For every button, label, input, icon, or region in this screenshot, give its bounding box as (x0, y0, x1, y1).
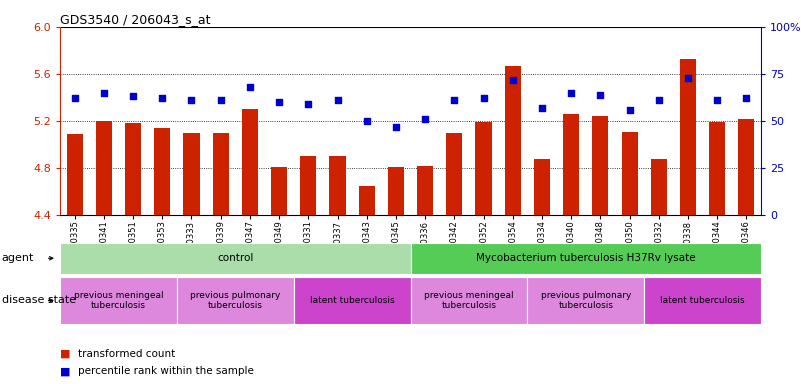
Point (98, 90, 111, 96)
Text: ■: ■ (60, 366, 70, 376)
Bar (242, 109, 258, 215)
Point (652, 97, 665, 103)
Point (594, 91, 606, 98)
Text: ■: ■ (60, 349, 70, 359)
Bar (410, 243, 761, 274)
Bar (410, 277, 527, 323)
Point (185, 97, 198, 103)
Bar (527, 277, 644, 323)
Point (360, 118, 373, 124)
Bar (592, 116, 609, 215)
Point (331, 97, 344, 103)
Bar (476, 122, 492, 215)
Text: GDS3540 / 206043_s_at: GDS3540 / 206043_s_at (60, 13, 211, 26)
Bar (66, 134, 83, 215)
Text: previous meningeal
tuberculosis: previous meningeal tuberculosis (424, 291, 513, 310)
Bar (388, 167, 404, 215)
Point (506, 76, 519, 83)
Bar (271, 167, 287, 215)
Bar (644, 277, 761, 323)
Bar (183, 133, 199, 215)
Point (244, 84, 256, 90)
Bar (212, 133, 229, 215)
Bar (60, 277, 177, 323)
Bar (329, 156, 345, 215)
Text: previous pulmonary
tuberculosis: previous pulmonary tuberculosis (541, 291, 631, 310)
Bar (155, 128, 171, 215)
Bar (534, 159, 550, 215)
Bar (359, 185, 375, 215)
Bar (446, 133, 462, 215)
Point (156, 95, 169, 101)
Point (127, 93, 139, 99)
Bar (96, 121, 112, 215)
Point (448, 97, 461, 103)
Bar (739, 119, 755, 215)
Bar (300, 156, 316, 215)
Point (215, 97, 227, 103)
Point (389, 124, 402, 130)
Point (477, 95, 490, 101)
Text: previous meningeal
tuberculosis: previous meningeal tuberculosis (74, 291, 163, 310)
Text: latent tuberculosis: latent tuberculosis (660, 296, 745, 305)
Text: disease state: disease state (2, 295, 76, 306)
Point (272, 99, 285, 105)
Point (740, 95, 753, 101)
Text: percentile rank within the sample: percentile rank within the sample (78, 366, 254, 376)
Text: agent: agent (2, 253, 34, 263)
Point (565, 90, 578, 96)
Bar (125, 123, 141, 215)
Bar (505, 66, 521, 215)
Bar (60, 243, 410, 274)
Point (68, 95, 81, 101)
Bar (417, 166, 433, 215)
Text: previous pulmonary
tuberculosis: previous pulmonary tuberculosis (190, 291, 280, 310)
Text: Mycobacterium tuberculosis H37Rv lysate: Mycobacterium tuberculosis H37Rv lysate (476, 253, 695, 263)
Point (682, 74, 694, 81)
Point (536, 105, 549, 111)
Bar (650, 159, 666, 215)
Point (302, 101, 315, 107)
Bar (294, 277, 410, 323)
Bar (177, 277, 294, 323)
Point (623, 107, 636, 113)
Text: transformed count: transformed count (78, 349, 175, 359)
Bar (622, 132, 638, 215)
Text: latent tuberculosis: latent tuberculosis (310, 296, 394, 305)
Bar (680, 59, 696, 215)
Point (419, 116, 432, 122)
Bar (563, 114, 579, 215)
Bar (709, 122, 725, 215)
Text: control: control (217, 253, 253, 263)
Point (710, 97, 723, 103)
